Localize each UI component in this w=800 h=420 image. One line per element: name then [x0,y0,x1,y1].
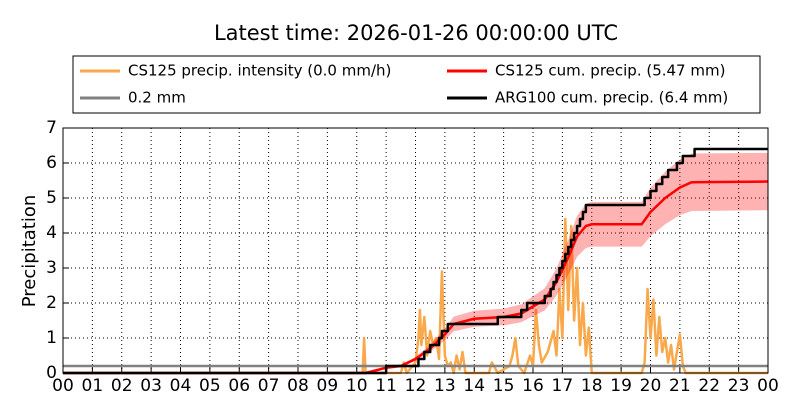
x-tick-label: 07 [258,376,280,396]
x-tick-label: 00 [757,376,779,396]
x-tick-label: 14 [463,376,485,396]
y-tick-label: 2 [46,293,57,313]
uncertainty-band [63,152,768,373]
y-tick-label: 6 [46,153,57,173]
y-tick-label: 0 [46,363,57,383]
x-tick-label: 23 [728,376,750,396]
y-tick-label: 7 [46,118,57,138]
x-tick-label: 08 [287,376,309,396]
series-line [63,217,768,375]
x-tick-label: 22 [698,376,720,396]
x-tick-label: 17 [552,376,574,396]
plot-frame [62,127,769,374]
x-tick-label: 13 [434,376,456,396]
chart-title: Latest time: 2026-01-26 00:00:00 UTC [214,21,618,45]
x-tick-label: 09 [317,376,339,396]
x-tick-label: 01 [82,376,104,396]
x-tick-label: 02 [111,376,133,396]
x-tick-label: 11 [375,376,397,396]
x-tick-label: 20 [640,376,662,396]
x-tick-label: 05 [199,376,221,396]
legend-box [72,55,761,114]
x-tick-label: 18 [581,376,603,396]
y-axis-label: Precipitation [19,195,40,308]
x-tick-label: 21 [669,376,691,396]
x-tick-label: 06 [228,376,250,396]
x-tick-label: 12 [405,376,427,396]
x-tick-label: 00 [52,376,74,396]
x-tick-label: 19 [610,376,632,396]
y-tick-label: 4 [46,223,57,243]
legend-label: 0.2 mm [128,89,186,107]
x-tick-label: 15 [493,376,515,396]
y-tick-label: 5 [46,188,57,208]
x-tick-label: 10 [346,376,368,396]
legend-label: CS125 cum. precip. (5.47 mm) [495,62,725,80]
x-tick-label: 16 [522,376,544,396]
x-tick-label: 03 [140,376,162,396]
x-tick-label: 04 [170,376,192,396]
y-tick-label: 1 [46,328,57,348]
legend-label: CS125 precip. intensity (0.0 mm/h) [128,62,391,80]
legend-label: ARG100 cum. precip. (6.4 mm) [495,89,728,107]
y-tick-label: 3 [46,258,57,278]
series-line [63,147,768,375]
